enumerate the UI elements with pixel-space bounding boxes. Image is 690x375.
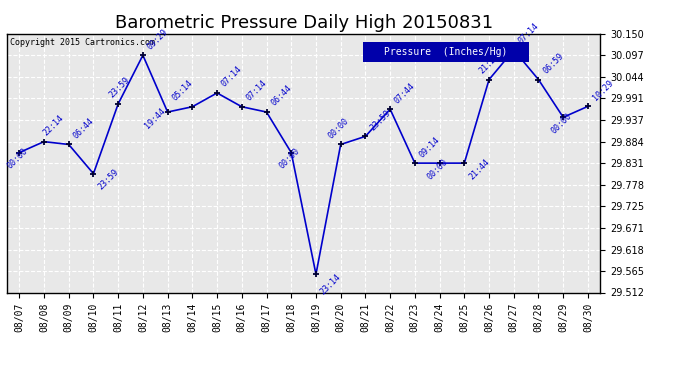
- Text: 23:14: 23:14: [319, 272, 343, 297]
- Text: 00:00: 00:00: [327, 116, 351, 140]
- Text: 23:59: 23:59: [368, 108, 392, 132]
- Text: 06:44: 06:44: [269, 84, 293, 108]
- Text: 23:59: 23:59: [96, 168, 120, 192]
- Text: 19:44: 19:44: [143, 106, 167, 130]
- Text: 22:14: 22:14: [41, 113, 66, 138]
- Text: 07:14: 07:14: [220, 65, 244, 89]
- Text: Copyright 2015 Cartronics.com: Copyright 2015 Cartronics.com: [10, 38, 155, 46]
- Text: 23:59: 23:59: [107, 76, 131, 100]
- Text: 07:44: 07:44: [393, 81, 417, 105]
- Text: 21:44: 21:44: [467, 157, 491, 181]
- Text: 09:29: 09:29: [146, 27, 170, 51]
- Text: 05:14: 05:14: [170, 78, 194, 103]
- Text: 00:00: 00:00: [549, 111, 573, 135]
- Title: Barometric Pressure Daily High 20150831: Barometric Pressure Daily High 20150831: [115, 14, 493, 32]
- Text: 21:29: 21:29: [478, 51, 502, 75]
- Text: 09:14: 09:14: [417, 135, 442, 159]
- Text: 00:00: 00:00: [426, 157, 450, 181]
- Text: 00:00: 00:00: [277, 147, 302, 171]
- Text: 06:59: 06:59: [541, 51, 565, 75]
- Text: 07:14: 07:14: [244, 78, 268, 103]
- Text: 06:44: 06:44: [72, 116, 95, 140]
- Text: 07:14: 07:14: [517, 22, 540, 46]
- Text: 00:00: 00:00: [6, 147, 30, 171]
- Text: 10:29: 10:29: [591, 78, 615, 102]
